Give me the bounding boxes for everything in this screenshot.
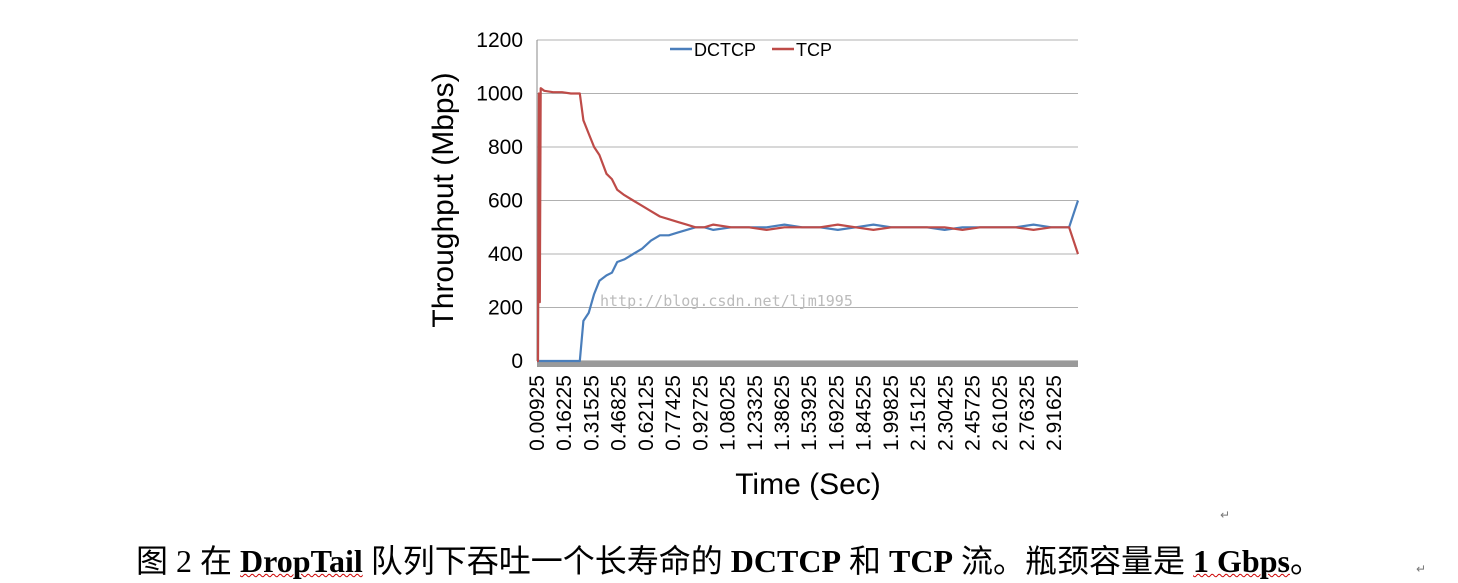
- y-tick-label: 200: [488, 297, 523, 320]
- series-line-tcp: [536, 87, 1080, 363]
- y-tick-label: 800: [488, 136, 523, 159]
- caption-suffix: 。: [1289, 543, 1322, 579]
- x-tick-label: 2.45725: [962, 375, 985, 451]
- paragraph-mark: ↵: [1220, 508, 1231, 522]
- caption-mid3: 流。瓶颈容量是: [953, 543, 1194, 579]
- caption-mid1: 队列下吞吐一个长寿命的: [362, 543, 731, 579]
- x-tick-label: 0.92725: [689, 375, 712, 451]
- series-lines: [536, 87, 1080, 363]
- x-tick-label: 1.08025: [717, 375, 740, 451]
- watermark: http://blog.csdn.net/ljm1995: [600, 292, 853, 310]
- caption-prefix: 图 2 在: [136, 543, 241, 579]
- x-tick-label: 0.46825: [608, 375, 631, 451]
- y-tick-label: 1000: [476, 83, 523, 106]
- x-tick-label: 2.30425: [934, 375, 957, 451]
- legend: DCTCP TCP: [670, 40, 832, 60]
- caption-gbps: 1 Gbps: [1193, 543, 1290, 579]
- x-tick-label: 1.53925: [798, 375, 821, 451]
- x-tick-label: 1.38625: [771, 375, 794, 451]
- grid-lines: [536, 39, 1078, 367]
- x-tick-label: 0.16225: [553, 375, 576, 451]
- caption-droptail: DropTail: [240, 543, 363, 579]
- x-tick-label: 0.62125: [635, 375, 658, 451]
- y-tick-label: 400: [488, 243, 523, 266]
- y-tick-label: 0: [511, 350, 523, 373]
- paragraph-mark-2: ↵: [1416, 562, 1427, 576]
- series-line-dctcp: [537, 200, 1080, 363]
- caption-mid2: 和: [840, 543, 889, 579]
- x-tick-label: 0.77425: [662, 375, 685, 451]
- caption-tcp: TCP: [889, 543, 953, 579]
- x-tick-label: 1.69225: [825, 375, 848, 451]
- x-tick-label: 2.15125: [907, 375, 930, 451]
- x-axis-tick-band: [537, 361, 1078, 367]
- x-tick-label: 1.23325: [744, 375, 767, 451]
- caption-dctcp: DCTCP: [730, 543, 841, 579]
- throughput-chart: 0 200 400 600 800 1000 1200 0.00925 0.16225 0.31…: [427, 29, 1080, 501]
- x-tick-label: 1.84525: [853, 375, 876, 451]
- y-tick-label: 600: [488, 190, 523, 213]
- x-tick-label: 2.91625: [1043, 375, 1066, 451]
- legend-tcp-label: TCP: [796, 40, 832, 60]
- x-tick-label: 2.76325: [1016, 375, 1039, 451]
- x-tick-label: 0.31525: [580, 375, 603, 451]
- legend-dctcp-label: DCTCP: [694, 40, 756, 60]
- x-tick-label: 2.61025: [989, 375, 1012, 451]
- y-axis-ticks: 0 200 400 600 800 1000 1200: [476, 29, 523, 373]
- y-tick-label: 1200: [476, 29, 523, 52]
- figure-caption: 图 2 在 DropTail 队列下吞吐一个长寿命的 DCTCP 和 TCP 流…: [0, 536, 1458, 582]
- x-tick-label: 1.99825: [880, 375, 903, 451]
- x-axis-label: Time (Sec): [735, 468, 881, 501]
- x-axis-ticks: 0.00925 0.16225 0.31525 0.46825 0.62125 0.774…: [526, 375, 1066, 451]
- x-tick-label: 0.00925: [526, 375, 549, 451]
- y-axis-label: Throughput (Mbps): [427, 72, 460, 327]
